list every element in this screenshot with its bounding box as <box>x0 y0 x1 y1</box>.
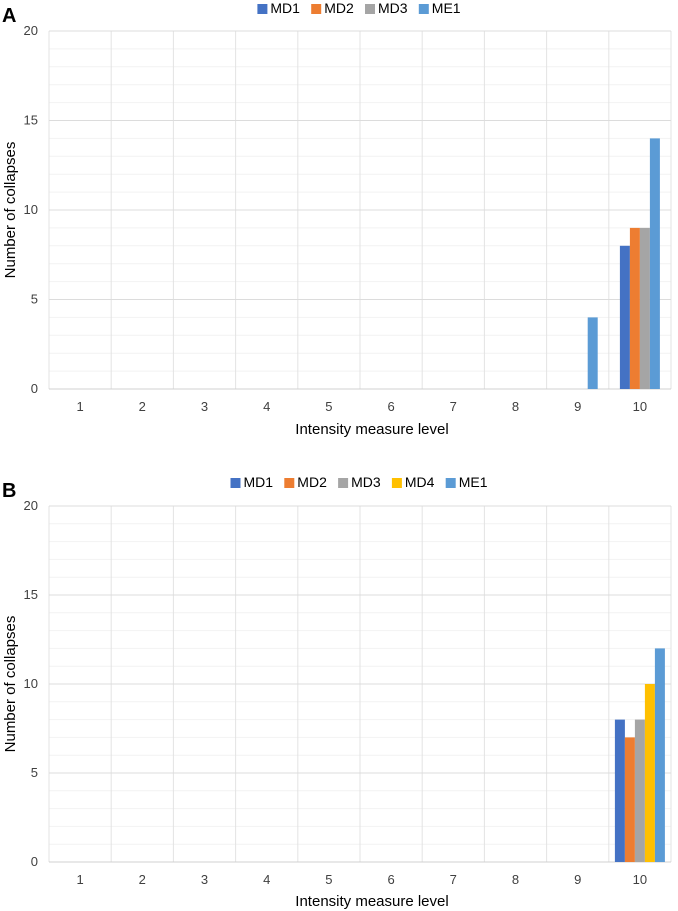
panel-a-x-tick-label: 10 <box>633 399 647 414</box>
panel-a-x-axis-label: Intensity measure level <box>295 421 448 438</box>
panel-a-y-tick-label: 0 <box>31 381 38 396</box>
panel-a-legend-swatch-me1 <box>418 4 429 14</box>
panel-b-x-tick-label: 10 <box>633 872 647 887</box>
panel-b-bar-md3-level-10 <box>634 719 645 862</box>
panel-a-legend-swatch-md1 <box>257 4 268 14</box>
panel-a-label: A <box>2 5 16 27</box>
panel-b-legend-swatch-md3 <box>338 478 349 488</box>
panel-a-y-tick-label: 15 <box>24 113 38 128</box>
panel-a-bar-md2-level-10 <box>629 227 640 389</box>
panel-a-y-axis-label: Number of collapses <box>2 142 19 279</box>
panel-a-legend-swatch-md3 <box>365 4 375 14</box>
panel-b-legend-label-md1: MD1 <box>244 474 274 490</box>
panel-b-x-axis-label: Intensity measure level <box>295 893 448 910</box>
panel-a-x-tick-label: 1 <box>76 399 83 414</box>
panel-b-bar-md2-level-10 <box>624 737 635 862</box>
panel-a-bar-md1-level-10 <box>619 245 630 389</box>
panel-b-x-tick-label: 2 <box>139 872 146 887</box>
panel-a-legend-label-md3: MD3 <box>378 0 408 16</box>
panel-a-bar-me1-level-9 <box>587 317 598 389</box>
panel-a-legend-label-md1: MD1 <box>270 0 300 16</box>
panel-a-x-tick-label: 9 <box>574 399 581 414</box>
panel-b-y-axis-label: Number of collapses <box>2 616 19 753</box>
panel-b-x-tick-label: 1 <box>76 872 83 887</box>
panel-b-legend-label-md3: MD3 <box>351 474 381 490</box>
panel-b-y-tick-label: 20 <box>24 498 38 513</box>
panel-b-x-tick-label: 9 <box>574 872 581 887</box>
panel-b-x-tick-label: 7 <box>450 872 457 887</box>
panel-b-x-tick-label: 6 <box>387 872 394 887</box>
panel-a-x-tick-label: 6 <box>387 399 394 414</box>
panel-b-label: B <box>2 480 16 502</box>
panel-b-bar-md1-level-10 <box>614 719 625 862</box>
panel-b-legend-label-me1: ME1 <box>459 474 488 490</box>
panel-a-bar-me1-level-10 <box>649 138 660 389</box>
panel-b-x-tick-label: 3 <box>201 872 208 887</box>
panel-b-y-tick-label: 15 <box>24 587 38 602</box>
panel-a-x-tick-label: 7 <box>450 399 457 414</box>
panel-b-legend-label-md4: MD4 <box>405 474 435 490</box>
panel-a-x-tick-label: 3 <box>201 399 208 414</box>
panel-b-legend-swatch-md1 <box>230 478 241 488</box>
panel-b-y-tick-label: 0 <box>31 854 38 869</box>
panel-b-legend-swatch-md2 <box>284 478 295 488</box>
panel-b-y-tick-label: 10 <box>24 676 38 691</box>
panel-b-x-tick-label: 8 <box>512 872 519 887</box>
panel-a-x-tick-label: 2 <box>139 399 146 414</box>
panel-b-legend-label-md2: MD2 <box>297 474 327 490</box>
panel-b-legend-swatch-me1 <box>445 478 456 488</box>
panel-b-bar-md4-level-10 <box>644 684 655 862</box>
panel-b-y-tick-label: 5 <box>31 765 38 780</box>
panel-a-legend-swatch-md2 <box>311 4 322 14</box>
panel-a-x-tick-label: 8 <box>512 399 519 414</box>
panel-a-y-tick-label: 10 <box>24 202 38 217</box>
panel-a-x-tick-label: 5 <box>325 399 332 414</box>
panel-b-x-tick-label: 5 <box>325 872 332 887</box>
panel-b-x-tick-label: 4 <box>263 872 270 887</box>
panel-a-y-tick-label: 20 <box>24 23 38 38</box>
panel-a-legend-label-md2: MD2 <box>324 0 354 16</box>
panel-a-bar-md3-level-10 <box>639 227 650 389</box>
panel-b-bar-me1-level-10 <box>654 648 665 862</box>
panel-a-x-tick-label: 4 <box>263 399 270 414</box>
panel-b-legend-swatch-md4 <box>391 478 402 488</box>
panel-a-legend-label-me1: ME1 <box>432 0 461 16</box>
panel-a-y-tick-label: 5 <box>31 292 38 307</box>
